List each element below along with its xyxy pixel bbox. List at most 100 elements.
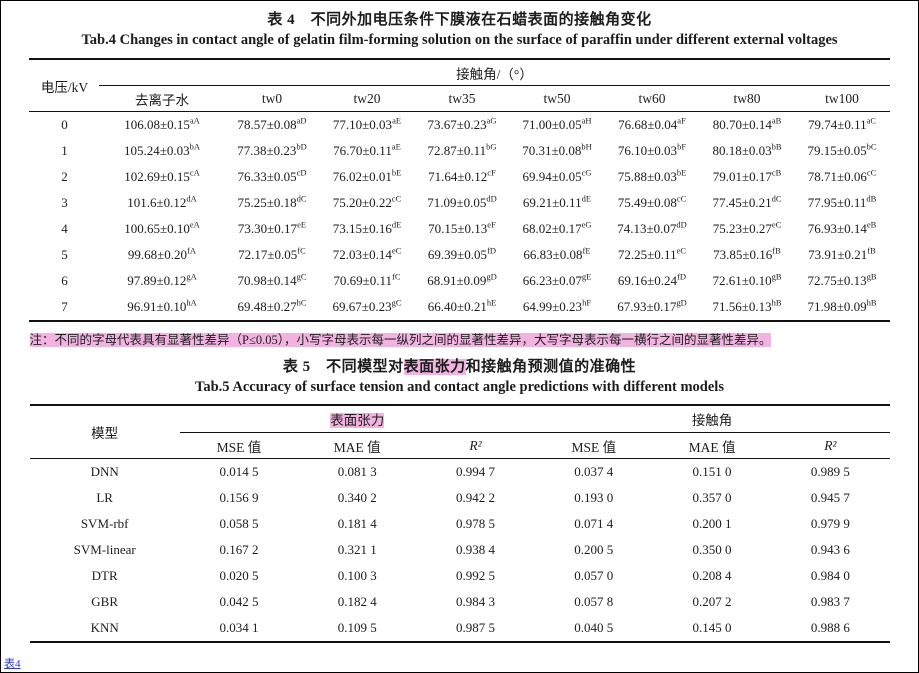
contact-angle-cell: 76.70±0.11aE xyxy=(333,141,401,158)
metric-cell: 0.057 8 xyxy=(574,594,614,609)
metric-cell: 0.321 1 xyxy=(337,542,377,557)
contact-angle-cell: 80.70±0.14aB xyxy=(712,115,782,132)
metric-cell: 0.200 1 xyxy=(692,516,732,531)
contact-angle-cell: 105.24±0.03bA xyxy=(123,141,200,158)
model-cell: SVM-rbf xyxy=(80,516,129,531)
table4-note-highlight: 注：不同的字母代表具有显著性差异（P≤0.05），小写字母表示每一纵列之间的显著… xyxy=(29,333,772,347)
contact-angle-cell: 70.31±0.08bH xyxy=(522,141,592,158)
voltage-cell: 4 xyxy=(61,221,68,236)
table4-col-deionized-water: 去离子水 xyxy=(99,85,225,112)
contact-angle-cell: 67.93±0.17gD xyxy=(617,297,687,314)
metric-cell: 0.979 9 xyxy=(810,516,850,531)
contact-angle-cell: 76.68±0.04aF xyxy=(618,115,686,132)
contact-angle-cell: 69.94±0.05cG xyxy=(522,167,592,184)
metric-cell: 0.987 5 xyxy=(456,620,495,635)
model-cell: SVM-linear xyxy=(73,542,136,557)
table4-row: 7 96.91±0.10hA 69.48±0.27hC 69.67±0.23gC 66.… xyxy=(29,294,889,321)
contact-angle-cell: 78.57±0.08aD xyxy=(237,115,307,132)
contact-angle-cell: 73.15±0.16dE xyxy=(332,219,402,236)
voltage-cell: 3 xyxy=(61,195,68,210)
contact-angle-cell: 69.48±0.27hC xyxy=(237,297,307,314)
voltage-cell: 0 xyxy=(61,117,68,132)
metric-cell: 0.182 4 xyxy=(337,594,377,609)
metric-cell: 0.350 0 xyxy=(692,542,732,557)
table4-row: 2 102.69±0.15cA 76.33±0.05cD 76.02±0.01bE 71… xyxy=(29,164,889,190)
voltage-cell: 6 xyxy=(61,273,68,288)
metric-cell: 0.994 7 xyxy=(456,464,495,479)
table4-row: 5 99.68±0.20fA 72.17±0.05fC 72.03±0.14eC 69.… xyxy=(29,242,889,268)
table5-title-highlight: 表面张力 xyxy=(403,359,466,375)
table4-contact-angle-group-header: 接触角/（°） xyxy=(99,59,890,86)
contact-angle-cell: 77.45±0.21dC xyxy=(712,193,782,210)
voltage-cell: 7 xyxy=(61,299,68,314)
table4-col-tw60: tw60 xyxy=(604,85,700,112)
corner-link-fragment[interactable]: 表4 xyxy=(4,658,21,670)
table5-model-header: 模型 xyxy=(29,405,180,459)
contact-angle-cell: 77.10±0.03aE xyxy=(332,115,402,132)
contact-angle-cell: 69.21±0.11dE xyxy=(522,193,592,210)
contact-angle-cell: 69.67±0.23gC xyxy=(332,297,402,314)
contact-angle-cell: 78.71±0.06cC xyxy=(807,167,877,184)
table5-row: LR 0.156 9 0.340 2 0.942 2 0.193 0 0.357 0 0.9… xyxy=(30,485,890,511)
contact-angle-cell: 72.25±0.11eC xyxy=(617,245,687,262)
metric-cell: 0.100 3 xyxy=(337,568,377,583)
metric-cell: 0.984 0 xyxy=(810,568,850,583)
table4-col-tw0: tw0 xyxy=(224,85,320,112)
model-cell: LR xyxy=(96,490,113,505)
metric-cell: 0.984 3 xyxy=(456,594,495,609)
contact-angle-cell: 79.74±0.11aC xyxy=(807,115,877,132)
table4: 电压/kV 接触角/（°） 去离子水 tw0 tw20 tw35 tw50 tw… xyxy=(29,58,890,322)
metric-cell: 0.020 5 xyxy=(219,568,259,583)
contact-angle-cell: 72.17±0.05fC xyxy=(238,245,306,262)
metric-cell: 0.988 6 xyxy=(810,620,850,635)
contact-angle-cell: 71.09±0.05dD xyxy=(427,193,497,210)
metric-cell: 0.071 4 xyxy=(574,516,614,531)
metric-cell: 0.042 5 xyxy=(219,594,259,609)
table5-title-suffix: 和接触角预测值的准确性 xyxy=(465,359,637,375)
contact-angle-cell: 75.88±0.03bE xyxy=(617,167,687,184)
table5-row: SVM-linear 0.167 2 0.321 1 0.938 4 0.200 5 0.… xyxy=(30,537,890,563)
metric-cell: 0.200 5 xyxy=(574,542,614,557)
contact-angle-cell: 66.40±0.21hE xyxy=(427,297,497,314)
metric-cell: 0.181 4 xyxy=(337,516,377,531)
contact-angle-cell: 101.6±0.12dA xyxy=(127,193,197,210)
contact-angle-cell: 70.69±0.11fC xyxy=(333,271,401,288)
contact-angle-cell: 71.98±0.09hB xyxy=(807,297,877,314)
metric-cell: 0.207 2 xyxy=(692,594,732,609)
metric-cell: 0.943 6 xyxy=(810,542,850,557)
contact-angle-cell: 75.23±0.27eC xyxy=(712,219,782,236)
table4-voltage-header: 电压/kV xyxy=(29,59,100,112)
contact-angle-cell: 75.20±0.22cC xyxy=(332,193,402,210)
table4-body: 0 106.08±0.15aA 78.57±0.08aD 77.10±0.03aE 73… xyxy=(29,112,889,322)
contact-angle-cell: 69.39±0.05fD xyxy=(427,245,497,262)
metric-cell: 0.145 0 xyxy=(692,620,732,635)
contact-angle-cell: 66.23±0.07gE xyxy=(522,271,592,288)
contact-angle-cell: 72.61±0.10gB xyxy=(712,271,782,288)
metric-cell: 0.208 4 xyxy=(692,568,732,583)
contact-angle-cell: 66.83±0.08fE xyxy=(523,245,591,262)
contact-angle-cell: 71.64±0.12cF xyxy=(428,167,496,184)
table5-row: DNN 0.014 5 0.081 3 0.994 7 0.037 4 0.151 0 0.… xyxy=(30,459,890,486)
voltage-cell: 2 xyxy=(61,169,68,184)
table4-group-header-row: 电压/kV 接触角/（°） xyxy=(29,59,890,112)
table5-sub-header-row: MSE 值 MAE 值 R² MSE 值 MAE 值 R² xyxy=(30,432,890,459)
table4-row: 6 97.89±0.12gA 70.98±0.14gC 70.69±0.11fC 68.… xyxy=(29,268,889,294)
table5-col-mse-ca: MSE 值 xyxy=(534,432,653,459)
table5-title-cn: 表 5 不同模型对表面张力和接触角预测值的准确性 xyxy=(1,348,918,376)
surface-tension-highlight: 表面张力 xyxy=(330,413,385,428)
metric-cell: 0.978 5 xyxy=(456,516,495,531)
metric-cell: 0.014 5 xyxy=(219,464,259,479)
contact-angle-cell: 73.91±0.21fB xyxy=(808,245,876,262)
contact-angle-cell: 68.91±0.09gD xyxy=(427,271,497,288)
table5-surface-tension-group-header: 表面张力 xyxy=(179,405,535,433)
table5: 模型 表面张力 接触角 MSE 值 MAE 值 R² MSE 值 MAE 值 R… xyxy=(29,404,890,643)
table5-col-mae-st: MAE 值 xyxy=(298,432,417,459)
table5-group-header-row: 模型 表面张力 接触角 xyxy=(29,405,890,459)
voltage-cell: 1 xyxy=(61,143,68,158)
table5-row: DTR 0.020 5 0.100 3 0.992 5 0.057 0 0.208 4 0.… xyxy=(30,563,890,589)
metric-cell: 0.945 7 xyxy=(810,490,850,505)
metric-cell: 0.040 5 xyxy=(574,620,614,635)
metric-cell: 0.992 5 xyxy=(456,568,495,583)
table4-title-cn: 表 4 不同外加电压条件下膜液在石蜡表面的接触角变化 xyxy=(267,12,652,28)
